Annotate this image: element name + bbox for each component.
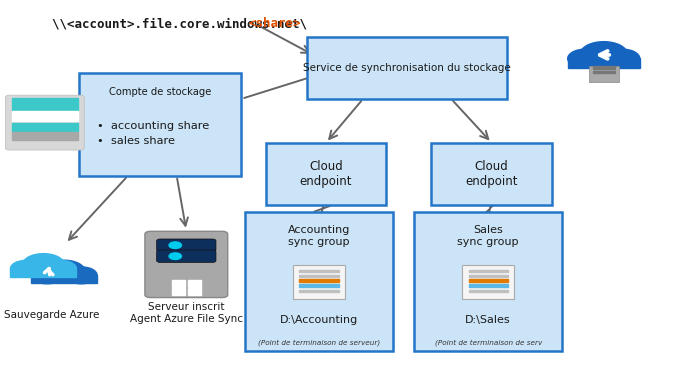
Bar xyxy=(568,58,640,68)
Bar xyxy=(12,98,78,110)
Bar xyxy=(469,275,508,277)
Text: (Point de terminaison de serveur): (Point de terminaison de serveur) xyxy=(258,339,380,346)
Text: Serveur inscrit
Agent Azure File Sync: Serveur inscrit Agent Azure File Sync xyxy=(130,302,243,324)
FancyBboxPatch shape xyxy=(145,231,228,298)
Text: <share>: <share> xyxy=(248,17,301,30)
Text: Compte de stockage: Compte de stockage xyxy=(109,87,212,97)
Bar xyxy=(593,71,615,73)
Text: Service de synchronisation du stockage: Service de synchronisation du stockage xyxy=(303,63,511,73)
Bar xyxy=(299,270,339,272)
Bar xyxy=(10,269,77,277)
Circle shape xyxy=(169,253,181,259)
Circle shape xyxy=(66,267,97,284)
Bar xyxy=(12,132,78,140)
Bar xyxy=(469,290,508,292)
Text: Sales
sync group: Sales sync group xyxy=(457,225,519,247)
Circle shape xyxy=(23,254,64,276)
FancyBboxPatch shape xyxy=(431,143,552,205)
Text: Accounting
sync group: Accounting sync group xyxy=(288,225,351,247)
Bar xyxy=(469,270,508,272)
FancyBboxPatch shape xyxy=(462,265,514,299)
Circle shape xyxy=(43,260,85,283)
Text: \\<account>.file.core.windows.net\: \\<account>.file.core.windows.net\ xyxy=(52,17,314,30)
Bar xyxy=(188,288,201,295)
Text: •  accounting share
•  sales share: • accounting share • sales share xyxy=(97,121,209,146)
Bar xyxy=(188,280,201,287)
Circle shape xyxy=(568,49,603,68)
FancyBboxPatch shape xyxy=(245,212,393,351)
Bar xyxy=(172,280,185,287)
FancyBboxPatch shape xyxy=(307,37,507,99)
FancyBboxPatch shape xyxy=(293,265,345,299)
Text: Sauvegarde Azure: Sauvegarde Azure xyxy=(4,310,99,320)
Bar xyxy=(172,288,185,295)
Circle shape xyxy=(169,242,181,249)
Bar xyxy=(12,123,78,131)
Bar xyxy=(469,279,508,282)
Bar xyxy=(593,66,615,69)
Circle shape xyxy=(10,260,42,277)
FancyBboxPatch shape xyxy=(414,212,562,351)
FancyBboxPatch shape xyxy=(79,73,242,176)
Bar xyxy=(299,279,339,282)
Circle shape xyxy=(580,42,627,67)
Circle shape xyxy=(604,49,640,68)
Circle shape xyxy=(31,267,63,284)
Text: (Point de terminaison de serv: (Point de terminaison de serv xyxy=(435,339,542,346)
Bar xyxy=(299,290,339,292)
FancyBboxPatch shape xyxy=(157,250,216,262)
FancyBboxPatch shape xyxy=(266,143,386,205)
FancyBboxPatch shape xyxy=(6,95,84,150)
Bar xyxy=(299,284,339,287)
Text: D:\Accounting: D:\Accounting xyxy=(280,315,358,325)
Bar xyxy=(31,275,97,283)
FancyBboxPatch shape xyxy=(157,239,216,251)
Bar xyxy=(299,275,339,277)
Bar xyxy=(469,284,508,287)
FancyBboxPatch shape xyxy=(589,66,619,82)
Circle shape xyxy=(45,260,77,277)
Text: D:\Sales: D:\Sales xyxy=(465,315,511,325)
Bar xyxy=(12,111,78,121)
Text: Cloud
endpoint: Cloud endpoint xyxy=(465,160,518,188)
Text: Cloud
endpoint: Cloud endpoint xyxy=(299,160,353,188)
